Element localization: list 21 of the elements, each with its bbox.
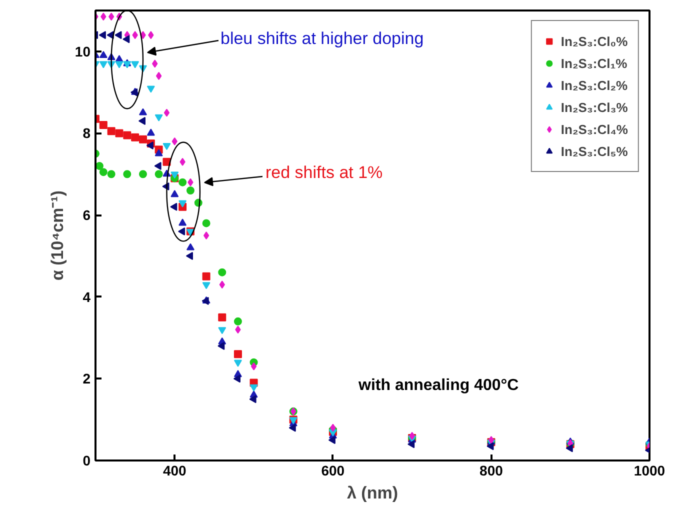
y-tick-label: 8: [82, 125, 91, 142]
y-tick-label: 10: [74, 43, 91, 60]
annotation: with annealing 400°C: [358, 377, 520, 394]
x-axis-title: λ (nm): [347, 484, 398, 502]
legend-label: In₂S₃:Cl₁%: [560, 56, 628, 70]
x-tick-label: 400: [162, 462, 187, 478]
y-tick-label: 2: [82, 370, 91, 387]
legend-label: In₂S₃:Cl₂%: [560, 78, 628, 92]
y-tick-label: 6: [82, 207, 91, 224]
legend-label: In₂S₃:Cl₅%: [560, 144, 628, 158]
x-tick-label: 1000: [634, 462, 666, 478]
y-axis-title: α (10⁴cm⁻¹): [48, 190, 67, 281]
x-tick-label: 600: [321, 462, 345, 478]
y-tick-label: 0: [82, 452, 91, 468]
annotation: bleu shifts at higher doping: [220, 29, 424, 48]
annotation: red shifts at 1%: [266, 163, 383, 182]
legend-label: In₂S₃:Cl₀%: [560, 34, 628, 48]
x-tick-label: 800: [480, 462, 504, 478]
y-tick-label: 4: [82, 288, 91, 305]
legend-label: In₂S₃:Cl₄%: [560, 122, 628, 136]
legend-label: In₂S₃:Cl₃%: [560, 100, 628, 114]
